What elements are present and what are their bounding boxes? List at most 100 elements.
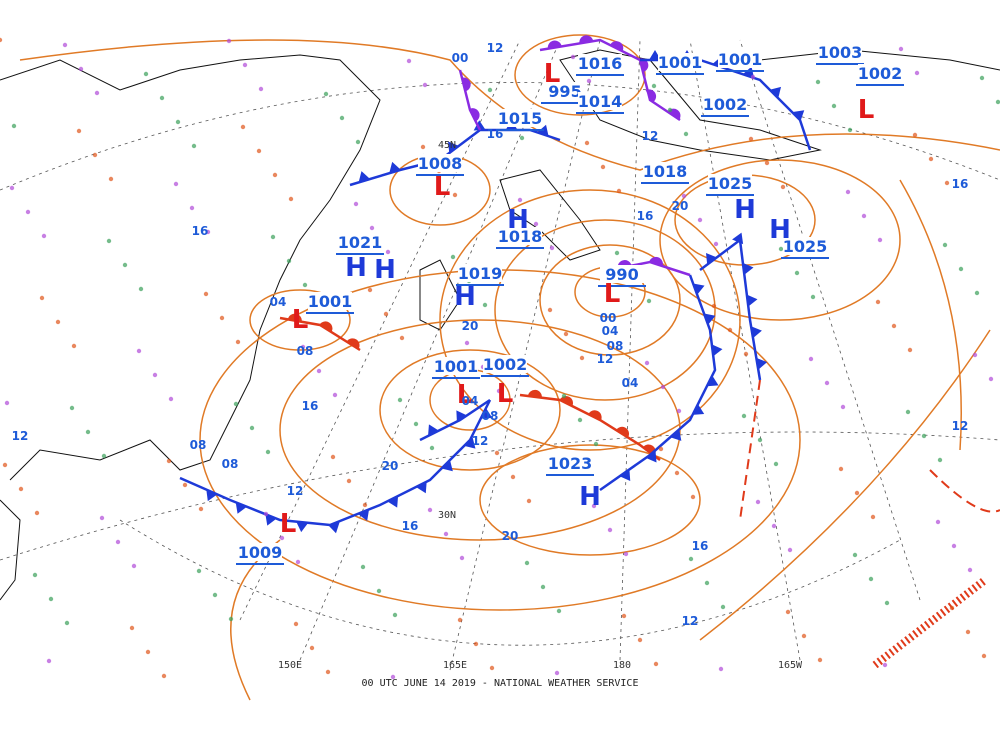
footer: 00 UTC JUNE 14 2019 - NATIONAL WEATHER S… (362, 678, 639, 689)
isobar-label: 08 (190, 438, 207, 452)
label-box (578, 92, 622, 110)
station-dot (875, 299, 881, 305)
station-dot (85, 429, 91, 435)
station-dot (427, 507, 433, 513)
station-dot (9, 185, 15, 191)
station-dot (561, 393, 567, 399)
front-symbol (579, 35, 594, 44)
station-dot (302, 282, 308, 288)
station-dot (399, 335, 405, 341)
station-dot (958, 266, 964, 272)
station-dot (658, 446, 664, 452)
front-symbol (473, 120, 486, 131)
station-dot (270, 234, 276, 240)
station-dot (353, 201, 359, 207)
station-dot (106, 238, 112, 244)
isobar-label: 04 (270, 295, 287, 309)
station-dot (704, 580, 710, 586)
isobar-label: 12 (952, 419, 969, 433)
pressure-label: 1018 (643, 162, 688, 181)
station-dot (794, 270, 800, 276)
front-symbol (711, 344, 723, 357)
front (599, 274, 717, 492)
pressure-label: 1025 (708, 174, 753, 193)
station-dot (877, 237, 883, 243)
station-dot (540, 584, 546, 590)
station-dot (519, 135, 525, 141)
station-dot (55, 319, 61, 325)
station-dot (907, 347, 913, 353)
grid-label: 165E (443, 660, 467, 671)
front-symbol (639, 58, 649, 73)
station-dot (203, 291, 209, 297)
pressure-label: 1008 (418, 154, 463, 173)
station-dot (949, 605, 955, 611)
grid-label: 165W (778, 660, 803, 671)
station-dot (392, 612, 398, 618)
isobar-label: 04 (602, 324, 619, 338)
front-symbol (732, 232, 744, 245)
pressure-label: 1014 (578, 92, 623, 111)
station-dot (397, 397, 403, 403)
pressure-center: H (579, 482, 601, 512)
station-dot (755, 499, 761, 505)
station-dot (937, 457, 943, 463)
pressure-label: 1001 (658, 53, 703, 72)
front-symbol (559, 396, 573, 407)
station-dot (219, 315, 225, 321)
station-dot (616, 188, 622, 194)
station-dot (189, 205, 195, 211)
station-dot (644, 360, 650, 366)
station-dot (854, 490, 860, 496)
station-dot (145, 649, 151, 655)
station-dot (981, 653, 987, 659)
front-symbol (704, 313, 716, 325)
station-dot (316, 368, 322, 374)
station-dot (279, 535, 285, 541)
station-dot (487, 87, 493, 93)
station-dot (369, 225, 375, 231)
station-dot (824, 380, 830, 386)
station-dot (143, 71, 149, 77)
pressure-label: 1025 (783, 237, 828, 256)
front-symbol (705, 253, 717, 265)
station-dot (787, 547, 793, 553)
station-dot (526, 498, 532, 504)
grid-label: 180 (613, 660, 631, 671)
station-dot (69, 405, 75, 411)
front-symbol (769, 86, 782, 99)
label-box (703, 95, 747, 113)
front-symbol (287, 313, 302, 322)
pressure-center: H (769, 215, 791, 245)
station-dot (459, 555, 465, 561)
isobar-label: 12 (487, 41, 504, 55)
station-dot (406, 58, 412, 64)
station-dot (258, 86, 264, 92)
station-dot (41, 233, 47, 239)
coastline (0, 49, 1000, 601)
station-dot (360, 564, 366, 570)
station-dot (688, 556, 694, 562)
isobar-label: 00 (600, 311, 617, 325)
station-dot (122, 262, 128, 268)
station-dot (743, 351, 749, 357)
station-dot (967, 567, 973, 573)
label-box (643, 162, 687, 180)
pressure-label: 1018 (498, 227, 543, 246)
trough (929, 469, 1000, 513)
station-dot (995, 99, 1000, 105)
isobar-label: 20 (672, 199, 689, 213)
station-dot (196, 568, 202, 574)
pressure-label: 1023 (548, 454, 593, 473)
pressure-label: 1015 (498, 109, 543, 128)
pressure-center: L (544, 59, 561, 89)
station-dot (115, 539, 121, 545)
station-dot (228, 616, 234, 622)
front-symbol (441, 459, 453, 472)
front-symbol (461, 77, 471, 92)
isobar-label: 08 (297, 344, 314, 358)
grid-label: 150E (278, 660, 302, 671)
station-dot (0, 37, 3, 43)
